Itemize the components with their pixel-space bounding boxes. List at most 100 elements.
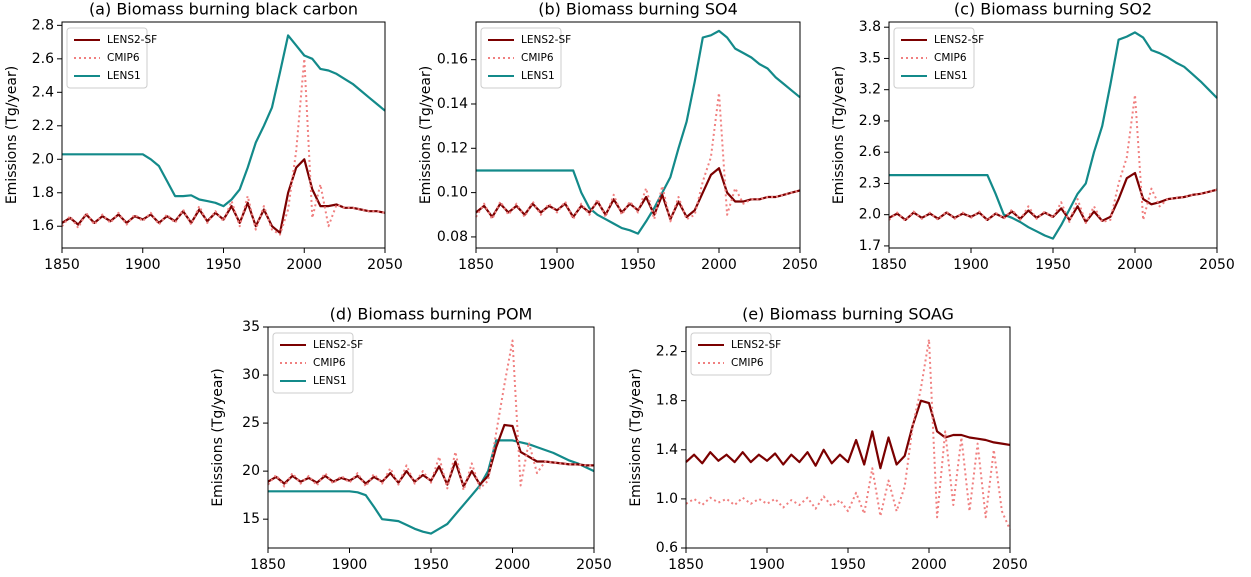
x-tick-label: 1950 bbox=[413, 557, 449, 573]
x-tick-label: 1950 bbox=[1035, 257, 1071, 273]
legend-label: CMIP6 bbox=[934, 52, 967, 64]
x-tick-label: 2000 bbox=[495, 557, 531, 573]
legend-label: LENS2-SF bbox=[107, 34, 157, 46]
y-tick-label: 2.9 bbox=[859, 113, 881, 129]
legend-label: LENS1 bbox=[934, 70, 968, 82]
series-line bbox=[62, 34, 386, 208]
legend-label: LENS2-SF bbox=[521, 34, 571, 46]
legend-label: LENS1 bbox=[313, 375, 347, 387]
y-tick-label: 0.14 bbox=[437, 96, 468, 112]
subplot-title: (e) Biomass burning SOAG bbox=[742, 305, 954, 324]
x-tick-label: 1900 bbox=[749, 557, 785, 573]
x-tick-label: 1850 bbox=[250, 557, 286, 573]
y-tick-label: 1.8 bbox=[656, 393, 678, 409]
subplot: (b) Biomass burning SO4 Emissions (Tg/yea… bbox=[418, 0, 818, 273]
y-tick-label: 3.5 bbox=[859, 50, 881, 66]
x-tick-label: 1850 bbox=[458, 257, 494, 273]
series-line bbox=[685, 399, 1011, 470]
y-tick-label: 2.0 bbox=[32, 151, 54, 167]
plot-frame bbox=[267, 326, 595, 549]
y-tick-label: 15 bbox=[242, 511, 260, 527]
x-tick-label: 2050 bbox=[992, 557, 1028, 573]
x-tick-label: 1900 bbox=[332, 557, 368, 573]
y-tick-label: 2.8 bbox=[32, 17, 54, 33]
series-line bbox=[267, 339, 594, 492]
y-tick-label: 2.3 bbox=[859, 175, 881, 191]
y-tick-label: 35 bbox=[242, 319, 260, 335]
series-line bbox=[475, 167, 801, 221]
subplot-title: (d) Biomass burning POM bbox=[330, 305, 533, 324]
x-tick-label: 2050 bbox=[1199, 257, 1235, 273]
y-tick-label: 2.0 bbox=[859, 207, 881, 223]
y-axis-label: Emissions (Tg/year) bbox=[831, 66, 847, 204]
subplot-title: (b) Biomass burning SO4 bbox=[538, 0, 738, 19]
legend-box bbox=[480, 27, 562, 89]
subplot: (d) Biomass burning POM Emissions (Tg/yea… bbox=[210, 305, 612, 574]
y-tick-label: 30 bbox=[242, 367, 260, 383]
x-tick-label: 1900 bbox=[125, 257, 161, 273]
y-tick-label: 20 bbox=[242, 463, 260, 479]
x-tick-label: 1950 bbox=[620, 257, 656, 273]
subplot-title: (c) Biomass burning SO2 bbox=[954, 0, 1152, 19]
y-tick-label: 2.4 bbox=[32, 84, 54, 100]
x-tick-label: 1850 bbox=[871, 257, 907, 273]
series-line bbox=[476, 29, 801, 235]
legend-label: LENS2-SF bbox=[934, 34, 984, 46]
subplot-title: (a) Biomass burning black carbon bbox=[89, 0, 358, 19]
series-line bbox=[888, 93, 1218, 224]
series-line bbox=[268, 439, 595, 535]
x-tick-label: 2000 bbox=[1117, 257, 1153, 273]
subplot: (e) Biomass burning SOAG Emissions (Tg/ye… bbox=[628, 305, 1028, 574]
x-tick-label: 2050 bbox=[782, 257, 818, 273]
legend-label: LENS2-SF bbox=[313, 339, 363, 351]
y-tick-label: 2.2 bbox=[656, 344, 678, 360]
legend-label: CMIP6 bbox=[731, 357, 764, 369]
x-tick-label: 1900 bbox=[539, 257, 575, 273]
legend-label: LENS1 bbox=[521, 70, 555, 82]
legend-box bbox=[893, 27, 975, 89]
legend-label: CMIP6 bbox=[313, 357, 346, 369]
legend-box bbox=[690, 332, 772, 376]
y-axis-label: Emissions (Tg/year) bbox=[418, 66, 434, 204]
x-tick-label: 2050 bbox=[576, 557, 612, 573]
y-tick-label: 1.4 bbox=[656, 442, 678, 458]
y-axis-label: Emissions (Tg/year) bbox=[210, 368, 226, 506]
subplot: (a) Biomass burning black carbon Emission… bbox=[4, 0, 403, 273]
series-line bbox=[888, 171, 1218, 224]
legend-label: CMIP6 bbox=[107, 52, 140, 64]
y-tick-label: 0.12 bbox=[437, 140, 468, 156]
y-axis-label: Emissions (Tg/year) bbox=[4, 66, 20, 204]
y-tick-label: 3.8 bbox=[859, 19, 881, 35]
series-line bbox=[61, 57, 386, 236]
legend-box bbox=[272, 332, 354, 394]
plot-frame bbox=[61, 21, 386, 249]
x-tick-label: 2000 bbox=[911, 557, 947, 573]
y-tick-label: 2.6 bbox=[859, 144, 881, 160]
y-tick-label: 1.0 bbox=[656, 491, 678, 507]
series-line bbox=[889, 31, 1218, 240]
y-axis-label: Emissions (Tg/year) bbox=[628, 368, 644, 506]
legend-label: LENS2-SF bbox=[731, 339, 781, 351]
y-tick-label: 2.2 bbox=[32, 118, 54, 134]
y-tick-label: 0.10 bbox=[437, 185, 468, 201]
y-tick-label: 0.6 bbox=[656, 540, 678, 556]
x-tick-label: 1900 bbox=[953, 257, 989, 273]
legend-label: CMIP6 bbox=[521, 52, 554, 64]
x-tick-label: 1850 bbox=[668, 557, 704, 573]
y-tick-label: 0.08 bbox=[437, 229, 468, 245]
plot-frame bbox=[685, 326, 1011, 549]
y-tick-label: 1.8 bbox=[32, 185, 54, 201]
x-tick-label: 1850 bbox=[44, 257, 80, 273]
series-line bbox=[267, 423, 594, 488]
plot-frame bbox=[475, 21, 801, 249]
plot-frame bbox=[888, 21, 1218, 249]
x-tick-label: 1950 bbox=[830, 557, 866, 573]
x-tick-label: 2000 bbox=[286, 257, 322, 273]
y-tick-label: 2.6 bbox=[32, 51, 54, 67]
legend-label: LENS1 bbox=[107, 70, 141, 82]
y-tick-label: 3.2 bbox=[859, 82, 881, 98]
x-tick-label: 2050 bbox=[367, 257, 403, 273]
x-tick-label: 1950 bbox=[206, 257, 242, 273]
